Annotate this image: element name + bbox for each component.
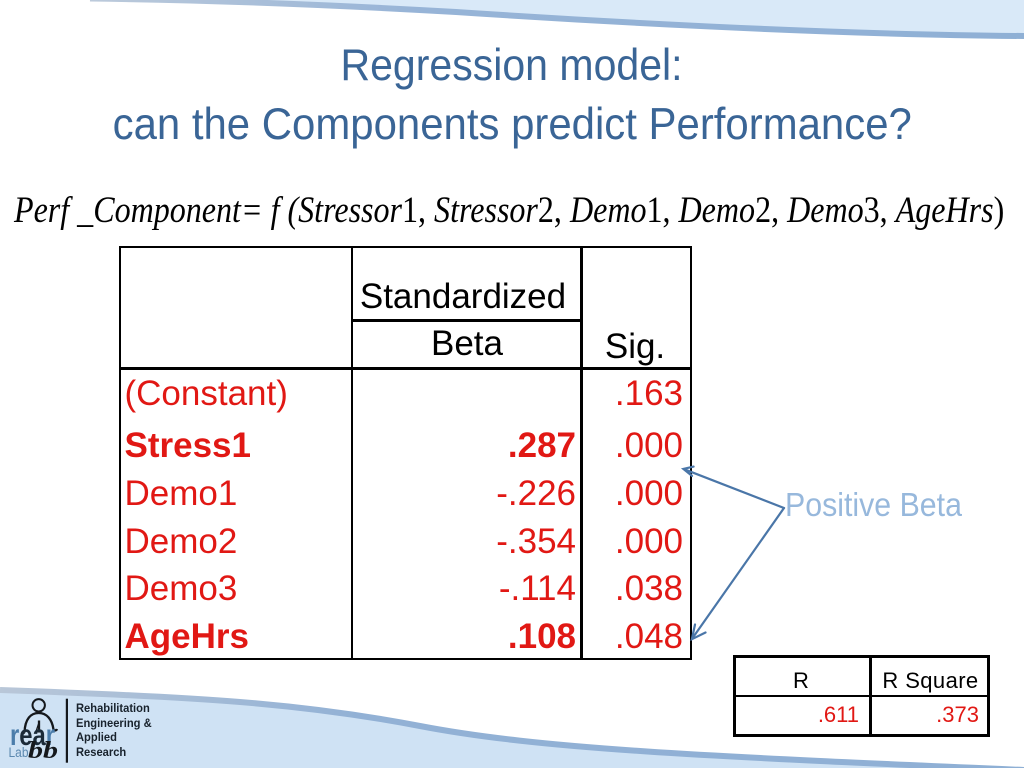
svg-text:Lab: Lab [9,745,29,760]
svg-text:rear: rear [10,719,55,752]
svg-text:bb: bb [28,738,58,764]
